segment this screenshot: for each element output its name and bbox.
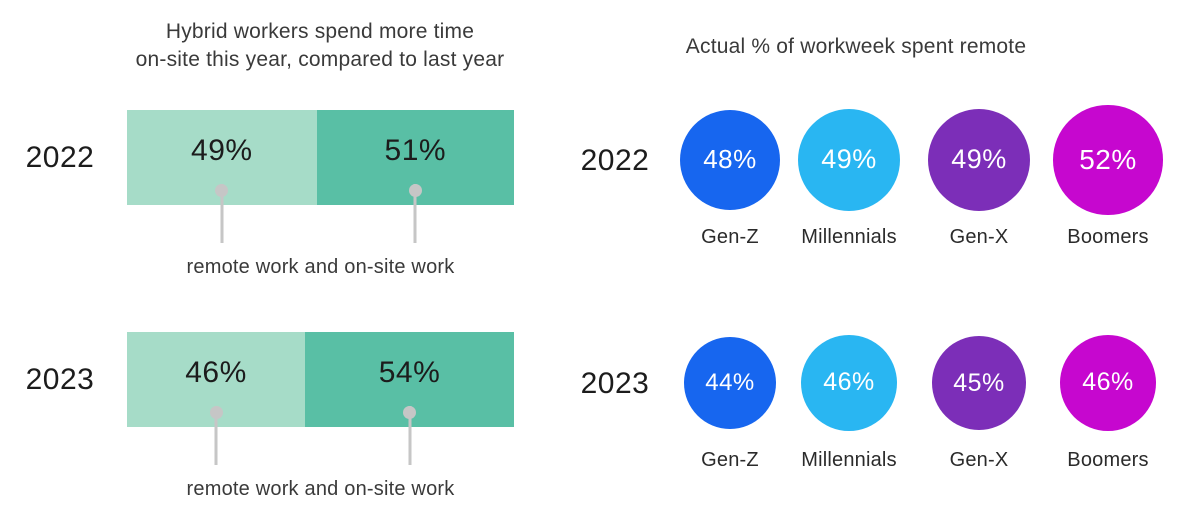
stacked-bar: 46% 54% [127, 332, 514, 465]
callout-pin [214, 406, 218, 465]
bar-value-label: 54% [378, 355, 441, 389]
bubble-genz: 44% [683, 336, 777, 430]
callout-pin [413, 184, 417, 243]
bar-caption: remote work and on-site work [186, 478, 455, 500]
bubble-category-label: Boomers [1067, 449, 1149, 471]
bubble-value-label: 45% [953, 368, 1005, 397]
bar-value-label: 46% [185, 355, 247, 389]
callout-pin [220, 184, 224, 243]
bubble-value-label: 44% [705, 368, 755, 396]
bubble-category-label: Gen-Z [701, 449, 759, 471]
year-label: 2022 [25, 141, 95, 174]
bubble-category-label: Millennials [801, 449, 897, 471]
bar-value-label: 49% [191, 133, 253, 167]
bubble-category-label: Boomers [1067, 226, 1149, 248]
bubble-value-label: 46% [823, 368, 875, 397]
year-label: 2023 [25, 363, 95, 396]
bar-segment-remote-work: 49% [127, 110, 317, 243]
bubble-category-label: Gen-X [949, 226, 1009, 248]
bar-segment-on-site-work: 51% [316, 110, 514, 243]
callout-pin [408, 406, 411, 465]
left-chart-title: Hybrid workers spend more time on-site th… [110, 18, 530, 74]
bubble-category-label: Millennials [801, 226, 897, 248]
bar-segment-on-site-work: 54% [305, 332, 514, 465]
bubble-genx: 45% [931, 335, 1027, 431]
left-chart-title-line1: Hybrid workers spend more time [165, 20, 475, 43]
left-chart-title-line2: on-site this year, compared to last year [135, 48, 505, 71]
bubble-value-label: 46% [1082, 368, 1134, 397]
bubble-genz: 48% [679, 109, 781, 211]
bubble-value-label: 49% [951, 144, 1007, 175]
bubble-value-label: 52% [1079, 143, 1137, 175]
stacked-bar: 49% 51% [127, 110, 514, 243]
bar-segment-remote-work: 46% [127, 332, 306, 465]
year-label: 2023 [580, 367, 650, 400]
bubble-millennials: 46% [800, 334, 898, 432]
bubble-category-label: Gen-X [949, 449, 1009, 471]
bubble-genx: 49% [927, 108, 1031, 212]
bubble-value-label: 48% [703, 144, 757, 175]
bubble-boomers: 52% [1053, 105, 1163, 215]
bubble-category-label: Gen-Z [701, 226, 759, 248]
bubble-value-label: 49% [821, 144, 877, 175]
year-label: 2022 [580, 144, 650, 177]
bubble-boomers: 46% [1059, 334, 1157, 432]
bar-caption: remote work and on-site work [186, 256, 455, 278]
bubble-millennials: 49% [797, 108, 901, 212]
right-chart-title: Actual % of workweek spent remote [685, 35, 1027, 58]
bar-value-label: 51% [384, 133, 447, 167]
